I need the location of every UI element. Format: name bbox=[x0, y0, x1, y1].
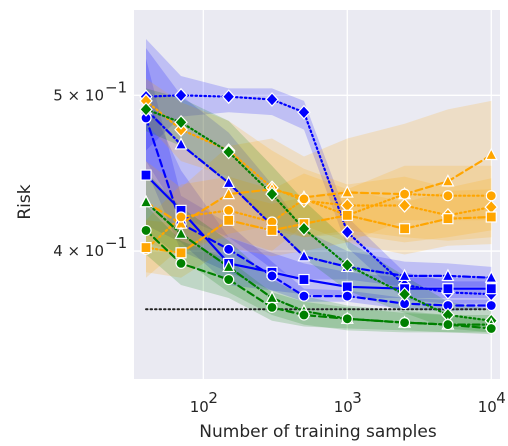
data-point-diamond bbox=[265, 186, 279, 202]
data-point-triangle bbox=[297, 249, 311, 262]
series-line bbox=[144, 108, 493, 322]
plot-background bbox=[134, 10, 500, 379]
data-point-square bbox=[442, 213, 454, 225]
data-point-triangle bbox=[484, 270, 498, 283]
confidence-band bbox=[146, 39, 492, 304]
y-axis-label: Risk bbox=[15, 184, 35, 219]
y-tick-mantissa: 5 × 10 bbox=[53, 86, 104, 104]
data-point-triangle bbox=[139, 194, 153, 208]
data-point-square bbox=[341, 281, 353, 293]
data-point-square bbox=[442, 283, 454, 295]
data-point-diamond bbox=[174, 87, 188, 103]
data-point-circle bbox=[341, 313, 353, 325]
data-point-diamond bbox=[340, 257, 355, 273]
data-point-circle bbox=[140, 224, 152, 237]
y-tick-label: 4 × 10 −1 bbox=[53, 234, 127, 260]
x-tick-base: 10 bbox=[478, 398, 497, 416]
data-point-circle bbox=[223, 273, 235, 286]
data-point-diamond bbox=[397, 198, 412, 213]
data-point-circle bbox=[341, 290, 353, 302]
data-point-triangle bbox=[174, 137, 188, 150]
data-point-square bbox=[223, 214, 235, 226]
x-tick-label: 10 2 bbox=[190, 389, 218, 416]
x-tick-base: 10 bbox=[190, 398, 209, 416]
data-point-circle bbox=[223, 204, 235, 216]
x-tick-label: 10 3 bbox=[334, 389, 362, 416]
x-tick-base: 10 bbox=[334, 398, 353, 416]
data-point-circle bbox=[398, 188, 411, 200]
data-point-square bbox=[485, 211, 497, 223]
x-tick-label: 10 4 bbox=[478, 389, 506, 416]
x-axis-label: Number of training samples bbox=[199, 422, 437, 442]
data-point-circle bbox=[442, 318, 454, 331]
data-point-circle bbox=[485, 322, 497, 335]
data-point-square bbox=[398, 223, 411, 235]
confidence-band bbox=[146, 171, 492, 333]
data-point-circle bbox=[485, 190, 497, 202]
data-point-circle bbox=[298, 290, 310, 302]
tick-labels: 10 2 10 3 10 45 × 10 −14 × 10 −1 bbox=[53, 78, 506, 416]
data-point-square bbox=[140, 169, 152, 181]
data-point-circle bbox=[175, 211, 187, 223]
data-point-circle bbox=[266, 301, 278, 313]
data-point-triangle bbox=[398, 268, 412, 282]
data-point-triangle bbox=[441, 174, 455, 187]
data-point-triangle bbox=[484, 147, 498, 161]
data-point-square bbox=[298, 273, 310, 286]
data-point-circle bbox=[175, 257, 187, 269]
data-point-triangle bbox=[222, 259, 236, 273]
data-point-diamond bbox=[174, 114, 188, 130]
data-point-square bbox=[485, 283, 497, 295]
data-point-circle bbox=[485, 299, 497, 312]
data-point-diamond bbox=[397, 286, 412, 302]
data-point-square bbox=[175, 247, 187, 259]
data-point-diamond bbox=[221, 89, 236, 105]
x-tick-exponent: 4 bbox=[496, 389, 506, 407]
data-point-diamond bbox=[221, 144, 236, 160]
y-tick-mantissa: 4 × 10 bbox=[53, 242, 104, 260]
y-tick-exponent: −1 bbox=[105, 234, 127, 252]
data-point-circle bbox=[223, 243, 235, 255]
data-point-circle bbox=[298, 193, 310, 205]
y-tick-exponent: −1 bbox=[105, 78, 127, 96]
x-tick-exponent: 2 bbox=[208, 389, 218, 407]
y-tick-label: 5 × 10 −1 bbox=[53, 78, 127, 104]
data-point-square bbox=[341, 209, 353, 221]
data-point-square bbox=[266, 224, 278, 237]
x-tick-exponent: 3 bbox=[352, 389, 362, 407]
series-markers bbox=[139, 87, 499, 335]
data-point-circle bbox=[398, 317, 411, 329]
data-point-triangle bbox=[441, 268, 455, 282]
confidence-band bbox=[146, 48, 492, 287]
data-point-square bbox=[140, 241, 152, 254]
data-point-diamond bbox=[139, 102, 153, 117]
data-point-circle bbox=[266, 270, 278, 282]
data-point-diamond bbox=[297, 221, 311, 237]
data-point-diamond bbox=[265, 92, 279, 107]
data-point-triangle bbox=[340, 185, 354, 198]
data-point-triangle bbox=[222, 186, 236, 200]
data-point-circle bbox=[298, 309, 310, 321]
data-point-circle bbox=[442, 190, 454, 202]
data-point-diamond bbox=[340, 224, 355, 240]
series-line bbox=[144, 108, 493, 279]
series-line bbox=[144, 94, 493, 296]
data-point-diamond bbox=[297, 104, 311, 120]
data-point-triangle bbox=[174, 226, 188, 239]
